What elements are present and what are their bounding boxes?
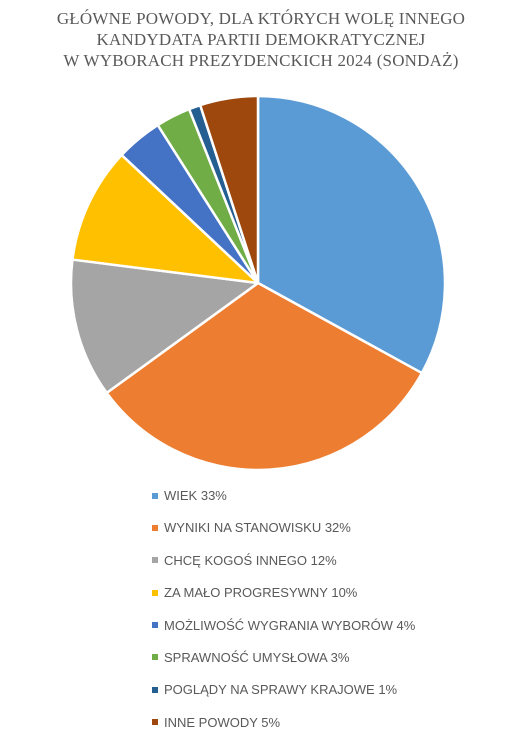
pie-slice-3 <box>69 258 260 395</box>
legend-swatch-4 <box>152 589 158 596</box>
legend-item-1: WIEK 33% <box>152 486 512 505</box>
legend: WIEK 33% WYNIKI NA STANOWISKU 32% CHCĘ KOG… <box>152 486 512 745</box>
legend-swatch-2 <box>152 524 158 531</box>
legend-label-1: WIEK 33% <box>164 488 227 503</box>
legend-item-3: CHCĘ KOGOŚ INNEGO 12% <box>152 551 512 570</box>
pie-chart <box>69 94 447 472</box>
chart-title-line-3: W WYBORACH PREZYDENCKICH 2024 (SONDAŻ) <box>63 51 459 70</box>
legend-label-7: POGLĄDY NA SPRAWY KRAJOWE 1% <box>164 682 398 698</box>
legend-swatch-3 <box>152 557 158 564</box>
legend-swatch-6 <box>152 654 158 661</box>
chart-title-line-2: KANDYDATA PARTII DEMOKRATYCZNEJ <box>96 30 426 49</box>
legend-label-6: SPRAWNOŚĆ UMYSŁOWA 3% <box>164 649 350 665</box>
legend-label-2: WYNIKI NA STANOWISKU 32% <box>164 520 351 536</box>
legend-swatch-7 <box>152 686 158 693</box>
legend-item-5: MOŻLIWOŚĆ WYGRANIA WYBORÓW 4% <box>152 616 512 635</box>
chart-title: GŁÓWNE POWODY, DLA KTÓRYCH WOLĘ INNEGO K… <box>0 8 522 71</box>
legend-label-8: INNE POWODY 5% <box>164 714 281 730</box>
legend-swatch-8 <box>152 719 158 726</box>
legend-item-8: INNE POWODY 5% <box>152 713 512 732</box>
pie-slice-2 <box>105 281 424 472</box>
legend-item-2: WYNIKI NA STANOWISKU 32% <box>152 518 512 537</box>
legend-item-6: SPRAWNOŚĆ UMYSŁOWA 3% <box>152 648 512 667</box>
pie-slice-4 <box>71 153 260 285</box>
pie-slice-8 <box>198 94 260 285</box>
legend-item-4: ZA MAŁO PROGRESYWNY 10% <box>152 583 512 602</box>
legend-label-4: ZA MAŁO PROGRESYWNY 10% <box>164 585 358 601</box>
legend-label-3: CHCĘ KOGOŚ INNEGO 12% <box>164 552 337 568</box>
legend-label-5: MOŻLIWOŚĆ WYGRANIA WYBORÓW 4% <box>164 617 416 633</box>
legend-item-7: POGLĄDY NA SPRAWY KRAJOWE 1% <box>152 680 512 699</box>
legend-swatch-5 <box>152 622 158 629</box>
legend-swatch-1 <box>152 492 158 499</box>
chart-title-line-1: GŁÓWNE POWODY, DLA KTÓRYCH WOLĘ INNEGO <box>56 9 466 28</box>
pie-slice-1 <box>256 94 447 375</box>
